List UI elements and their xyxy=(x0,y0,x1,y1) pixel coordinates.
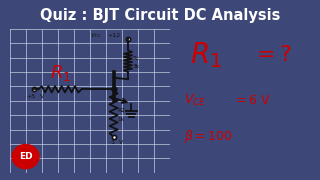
Text: $R_1$: $R_1$ xyxy=(50,63,71,84)
Text: -1: -1 xyxy=(110,140,116,145)
Text: 1k: 1k xyxy=(118,117,124,122)
Text: R2: R2 xyxy=(118,108,125,113)
Text: 3k: 3k xyxy=(133,64,140,69)
Text: $= ?$: $= ?$ xyxy=(252,45,292,65)
Text: Rc: Rc xyxy=(133,56,140,61)
Circle shape xyxy=(12,145,39,169)
Text: V: V xyxy=(40,94,44,99)
Text: $V_{CE}$: $V_{CE}$ xyxy=(184,93,206,108)
Text: $\beta = 100$: $\beta = 100$ xyxy=(184,128,233,145)
Text: ED: ED xyxy=(19,152,32,161)
Text: +12: +12 xyxy=(107,33,120,39)
Text: $R_1$: $R_1$ xyxy=(190,40,222,70)
Text: +5: +5 xyxy=(27,94,36,99)
Text: V: V xyxy=(119,140,124,145)
Text: Quiz : BJT Circuit DC Analysis: Quiz : BJT Circuit DC Analysis xyxy=(40,8,280,23)
Text: $V_{CC}$: $V_{CC}$ xyxy=(90,31,102,40)
Text: $= 6\ \mathrm{V}$: $= 6\ \mathrm{V}$ xyxy=(233,94,271,107)
